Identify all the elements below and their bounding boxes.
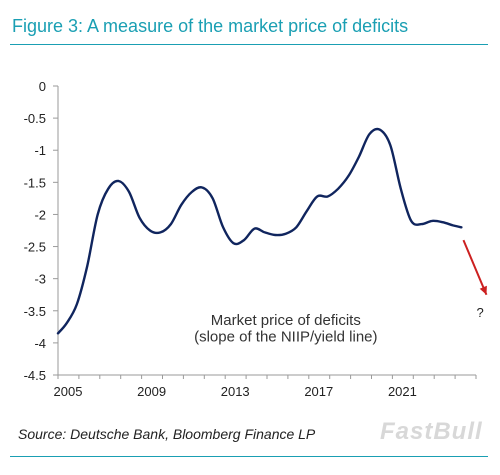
projection-arrow <box>462 239 488 296</box>
bottom-divider <box>10 456 488 457</box>
y-tick-label: -3 <box>34 272 46 287</box>
chart-title: Figure 3: A measure of the market price … <box>12 16 409 36</box>
x-tick-label: 2017 <box>304 384 333 399</box>
y-tick-label: -3.5 <box>24 304 46 319</box>
x-axis-ticks: 2005 2009 2013 2017 2021 <box>54 375 477 399</box>
annotation-line-1: Market price of deficits <box>211 312 361 329</box>
projection-arrow-head <box>479 285 487 295</box>
y-tick-label: -1 <box>34 143 46 158</box>
watermark-logo: FastBull <box>380 418 483 445</box>
chart-source: Source: Deutsche Bank, Bloomberg Finance… <box>18 426 316 442</box>
x-tick-label: 2013 <box>221 384 250 399</box>
y-tick-label: -4.5 <box>24 368 46 383</box>
x-tick-label: 2005 <box>54 384 83 399</box>
y-tick-label: -1.5 <box>24 175 46 190</box>
y-axis-ticks: 0 -0.5 -1 -1.5 -2 -2.5 -3 -3.5 -4 -4.5 <box>24 79 58 383</box>
market-price-of-deficits-line <box>56 127 463 335</box>
y-tick-label: -4 <box>34 336 46 351</box>
x-tick-label: 2021 <box>388 384 417 399</box>
y-tick-label: -2.5 <box>24 240 46 255</box>
title-divider <box>10 44 488 45</box>
x-tick-label: 2009 <box>137 384 166 399</box>
y-tick-label: 0 <box>39 79 46 94</box>
projection-question-mark: ? <box>476 305 483 320</box>
projection-arrow-shaft <box>462 239 488 296</box>
y-tick-label: -0.5 <box>24 111 46 126</box>
y-tick-label: -2 <box>34 207 46 222</box>
annotation-line-2: (slope of the NIIP/yield line) <box>194 329 377 346</box>
